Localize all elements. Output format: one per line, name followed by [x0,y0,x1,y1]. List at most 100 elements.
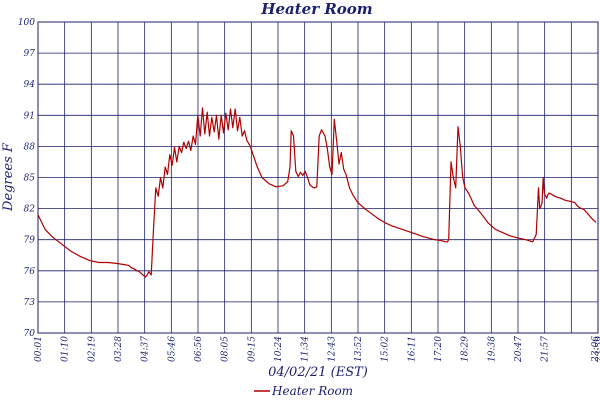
x-tick-label: 12:43 [327,336,337,362]
data-point [290,130,292,132]
data-point [583,209,585,211]
data-point [595,221,597,223]
data-point [123,264,125,266]
data-point [318,135,320,137]
data-point [282,185,284,187]
data-point [462,177,464,178]
data-point [548,192,550,194]
series-line-heater-room [37,107,597,278]
x-tick-label: 05:46 [167,336,177,362]
data-point [331,173,333,175]
y-tick-label: 85 [24,174,36,184]
data-point [211,116,213,118]
data-point [535,234,537,235]
data-point [385,222,387,224]
x-tick-label: 16:11 [407,336,417,362]
data-point [150,274,152,276]
data-point [340,152,342,154]
data-point [422,236,424,238]
data-point [554,195,556,197]
data-point [333,118,335,120]
data-point [178,145,180,147]
x-tick-label: 19:38 [487,336,497,362]
data-point [146,275,147,277]
data-point [169,154,171,156]
data-point [209,135,210,137]
data-point [157,195,159,197]
y-tick-label: 94 [24,80,36,90]
x-tick-label: 03:28 [114,336,124,362]
data-point [494,228,496,230]
data-point [576,205,578,206]
data-point [552,194,553,196]
data-point [181,152,182,154]
data-point [98,262,100,263]
data-point [227,129,229,131]
data-point [218,138,220,140]
data-point [160,177,161,178]
data-point [116,263,118,264]
data-point [192,135,194,137]
x-tick-label: 17:20 [434,336,444,362]
x-tick-label: 02:19 [87,336,97,362]
data-point [51,236,53,238]
data-point [287,181,289,183]
data-point [302,174,304,176]
data-point [167,173,168,175]
x-tick-label: 18:29 [461,336,471,362]
data-point [174,146,175,148]
data-point [307,177,308,178]
data-point [371,213,373,215]
data-point [452,177,454,178]
data-point [162,187,164,189]
data-point [199,135,201,137]
data-point [249,145,251,147]
data-point [223,132,224,134]
data-point [136,270,138,272]
data-point [364,208,366,210]
data-point [183,141,185,143]
data-point [556,196,558,198]
y-tick-label: 91 [24,111,35,121]
data-point [220,114,222,116]
legend-label: Heater Room [271,384,353,398]
data-point [88,259,90,261]
data-point [588,214,590,216]
data-point [297,176,299,177]
x-axis-ticks: 00:01 01:10 02:19 03:28 04:37 05:46 06:56 08:05… [34,336,600,363]
x-tick-label: 04:37 [141,336,151,362]
data-point [261,177,263,178]
data-point [190,150,192,151]
x-axis-label: 04/02/21 (EST) [268,365,368,380]
data-point [107,262,109,263]
data-point [447,241,448,243]
data-point [550,193,552,195]
y-tick-label: 100 [18,18,35,28]
data-point [176,161,178,163]
data-point [164,166,166,168]
data-point [326,148,328,149]
data-point [569,200,571,202]
data-point [185,148,187,149]
chart-title: Heater Room [260,0,372,18]
data-point [171,164,173,166]
data-point [253,156,255,158]
data-point [197,114,199,116]
data-point [289,166,291,168]
data-point [230,108,231,110]
data-point [216,114,217,116]
data-point [459,145,461,147]
data-point [543,192,545,194]
data-point [153,228,154,230]
grid [37,21,599,334]
y-tick-label: 79 [24,236,36,246]
data-point [574,201,576,203]
data-point [515,237,517,239]
data-point [239,116,241,118]
x-tick-label: 08:05 [221,336,231,362]
data-point [246,139,248,141]
data-point [501,231,503,233]
data-point [464,187,466,189]
data-point [546,197,548,199]
data-point [241,135,243,137]
